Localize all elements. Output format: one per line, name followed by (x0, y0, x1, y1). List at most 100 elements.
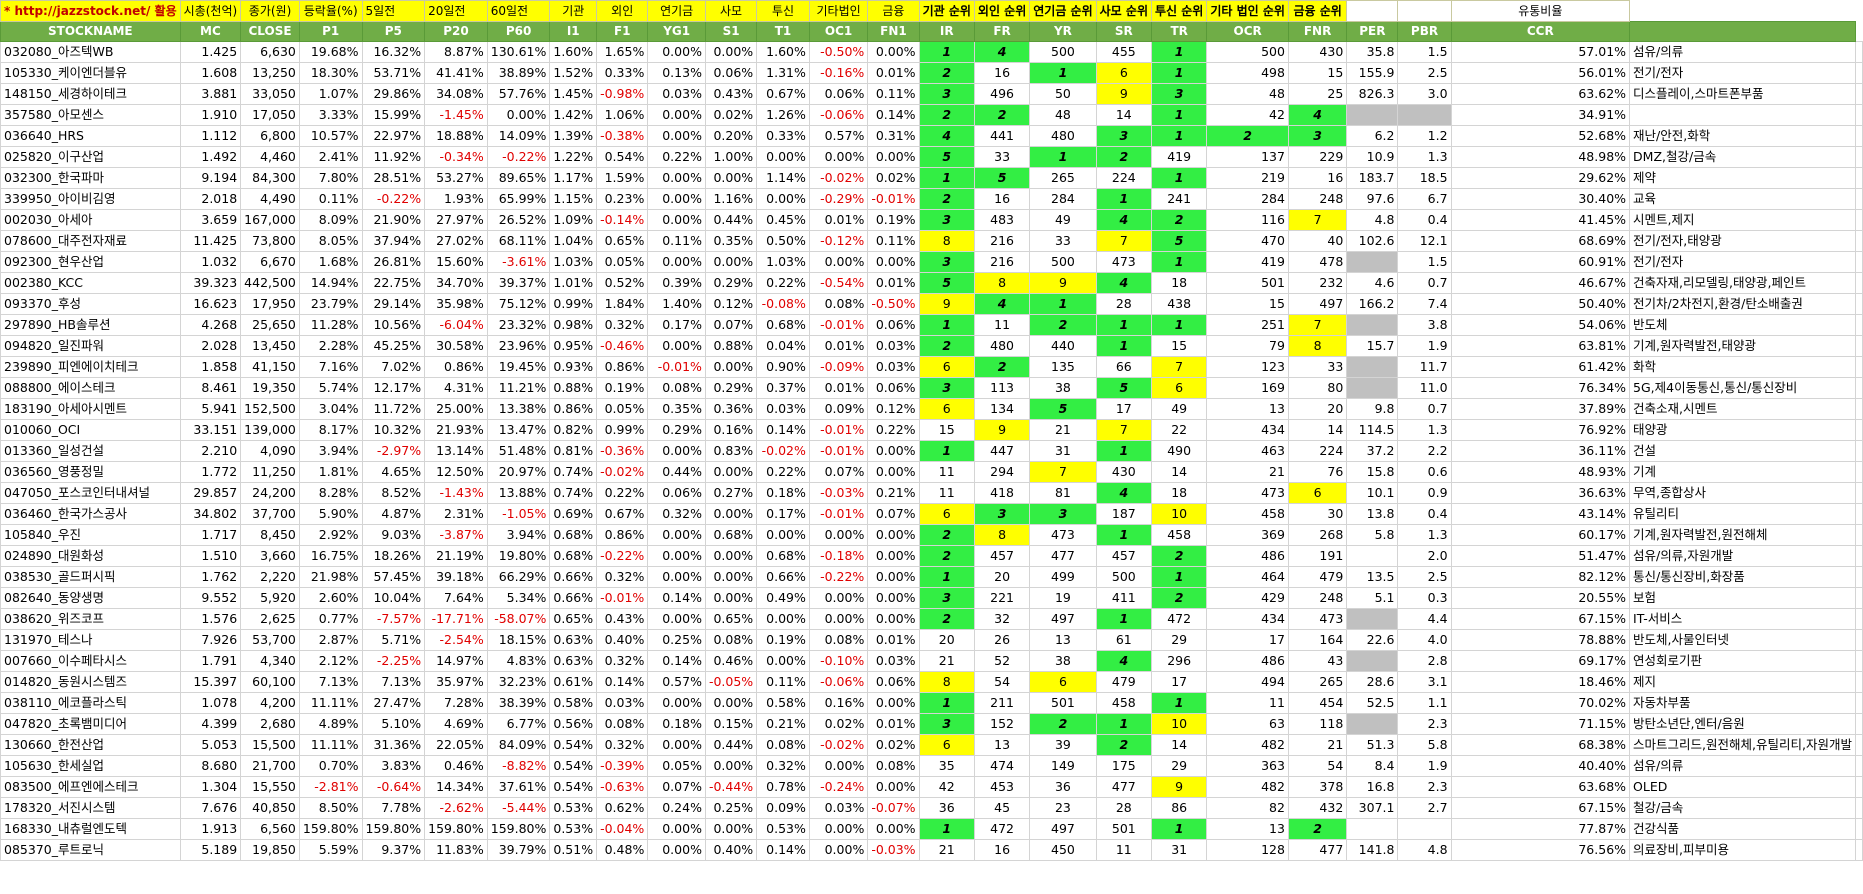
value-cell[interactable]: 1.68% (298, 251, 363, 273)
value-cell[interactable]: 2.41% (298, 146, 363, 168)
value-cell[interactable]: 0.21% (867, 482, 920, 504)
rank-cell[interactable]: 4 (1287, 104, 1348, 126)
value-cell[interactable]: 0.16% (808, 692, 869, 714)
stock-name-cell[interactable]: 038530_골드퍼시픽 (0, 566, 181, 588)
value-cell[interactable]: 1.26% (756, 104, 810, 126)
value-cell[interactable]: 0.00% (808, 608, 869, 630)
value-cell[interactable]: 37.61% (486, 776, 551, 798)
value-cell[interactable]: 13,450 (240, 335, 300, 357)
value-cell[interactable]: 0.32% (647, 503, 706, 525)
rank-cell[interactable]: 7 (1029, 461, 1097, 483)
rank-cell[interactable]: 21 (918, 839, 975, 861)
value-cell[interactable]: 0.65% (549, 608, 598, 630)
rank-cell[interactable]: 2 (1150, 587, 1208, 609)
value-cell[interactable]: 1.04% (549, 230, 598, 252)
value-cell[interactable]: 7.28% (424, 692, 488, 714)
value-cell[interactable]: 0.11% (298, 188, 363, 210)
per-cell[interactable] (1346, 104, 1399, 126)
rank-cell[interactable]: 1 (1150, 104, 1208, 126)
rank-cell[interactable]: 1 (1095, 713, 1152, 735)
value-cell[interactable]: 6.77% (486, 713, 551, 735)
value-cell[interactable]: 0.00% (704, 167, 758, 189)
value-cell[interactable]: 0.54% (549, 755, 598, 777)
rank-cell[interactable]: 296 (1150, 650, 1208, 672)
pbr-cell[interactable]: 2.3 (1397, 776, 1452, 798)
value-cell[interactable]: 159.80% (361, 818, 426, 840)
rank-cell[interactable]: 36 (918, 797, 975, 819)
ccr-cell[interactable]: 46.67% (1450, 272, 1631, 294)
value-cell[interactable]: 10.56% (361, 314, 426, 336)
empty-cell[interactable] (1855, 818, 1863, 840)
rank-cell[interactable]: 116 (1206, 209, 1289, 231)
column-header[interactable]: IR (918, 21, 975, 42)
value-cell[interactable]: 0.99% (596, 419, 649, 441)
value-cell[interactable]: 6,670 (240, 251, 300, 273)
stock-name-cell[interactable]: 007660_이수페타시스 (0, 650, 181, 672)
column-header[interactable]: P20 (424, 21, 488, 42)
value-cell[interactable]: 23.32% (486, 314, 551, 336)
empty-cell[interactable] (1855, 272, 1863, 294)
rank-cell[interactable]: 497 (1029, 818, 1097, 840)
value-cell[interactable]: 1.39% (549, 125, 598, 147)
rank-cell[interactable]: 464 (1206, 566, 1289, 588)
value-cell[interactable]: 0.90% (756, 356, 810, 378)
value-cell[interactable]: 0.01% (867, 62, 920, 84)
rank-cell[interactable]: 2 (1150, 209, 1208, 231)
value-cell[interactable]: 6,800 (240, 125, 300, 147)
value-cell[interactable]: -0.08% (756, 293, 810, 315)
rank-cell[interactable]: 479 (1095, 671, 1152, 693)
value-cell[interactable]: 0.35% (704, 230, 758, 252)
value-cell[interactable]: 27.97% (424, 209, 488, 231)
header-cell[interactable]: 금융 (867, 0, 920, 22)
value-cell[interactable]: 0.66% (549, 566, 598, 588)
value-cell[interactable]: 0.00% (647, 545, 706, 567)
rank-cell[interactable]: 2 (918, 524, 975, 546)
value-cell[interactable]: 0.00% (867, 566, 920, 588)
value-cell[interactable]: 4,490 (240, 188, 300, 210)
per-cell[interactable]: 102.6 (1346, 230, 1399, 252)
value-cell[interactable]: 0.15% (704, 713, 758, 735)
rank-cell[interactable]: 3 (918, 587, 975, 609)
column-header[interactable]: YR (1029, 21, 1097, 42)
sector-cell[interactable]: 유틸리티 (1629, 503, 1856, 525)
sector-cell[interactable]: 전기/전자 (1629, 62, 1856, 84)
stock-name-cell[interactable]: 178320_서진시스템 (0, 797, 181, 819)
value-cell[interactable]: 57.76% (486, 83, 551, 105)
value-cell[interactable]: -0.01% (867, 188, 920, 210)
value-cell[interactable]: 0.00% (808, 251, 869, 273)
rank-cell[interactable]: 30 (1287, 503, 1348, 525)
sector-cell[interactable]: 자동차부품 (1629, 692, 1856, 714)
value-cell[interactable]: -2.62% (424, 797, 488, 819)
value-cell[interactable]: 0.01% (867, 713, 920, 735)
value-cell[interactable]: 0.08% (808, 629, 869, 651)
ccr-cell[interactable]: 82.12% (1450, 566, 1631, 588)
value-cell[interactable]: 0.14% (756, 419, 810, 441)
rank-cell[interactable]: 1 (918, 818, 975, 840)
pbr-cell[interactable]: 1.5 (1397, 251, 1452, 273)
value-cell[interactable]: 68.11% (486, 230, 551, 252)
ccr-cell[interactable]: 56.01% (1450, 62, 1631, 84)
rank-cell[interactable]: 1 (1150, 566, 1208, 588)
rank-cell[interactable]: 16 (973, 62, 1031, 84)
ccr-cell[interactable]: 63.68% (1450, 776, 1631, 798)
value-cell[interactable]: 3.33% (298, 104, 363, 126)
rank-cell[interactable]: 3 (1287, 125, 1348, 147)
value-cell[interactable]: 1.40% (647, 293, 706, 315)
value-cell[interactable]: 0.53% (549, 797, 598, 819)
stock-name-cell[interactable]: 032300_한국파마 (0, 167, 181, 189)
value-cell[interactable]: 11.11% (298, 692, 363, 714)
column-header[interactable]: I1 (549, 21, 598, 42)
value-cell[interactable]: 5.053 (179, 734, 242, 756)
ccr-cell[interactable]: 37.89% (1450, 398, 1631, 420)
rank-cell[interactable]: 49 (1029, 209, 1097, 231)
value-cell[interactable]: 0.06% (867, 377, 920, 399)
value-cell[interactable]: 5.10% (361, 713, 426, 735)
value-cell[interactable]: 0.22% (596, 482, 649, 504)
ccr-cell[interactable]: 76.34% (1450, 377, 1631, 399)
ccr-cell[interactable]: 18.46% (1450, 671, 1631, 693)
rank-cell[interactable]: 294 (973, 461, 1031, 483)
value-cell[interactable]: -0.14% (596, 209, 649, 231)
value-cell[interactable]: 16.32% (361, 41, 426, 63)
value-cell[interactable]: -0.50% (808, 41, 869, 63)
value-cell[interactable]: 0.00% (704, 461, 758, 483)
